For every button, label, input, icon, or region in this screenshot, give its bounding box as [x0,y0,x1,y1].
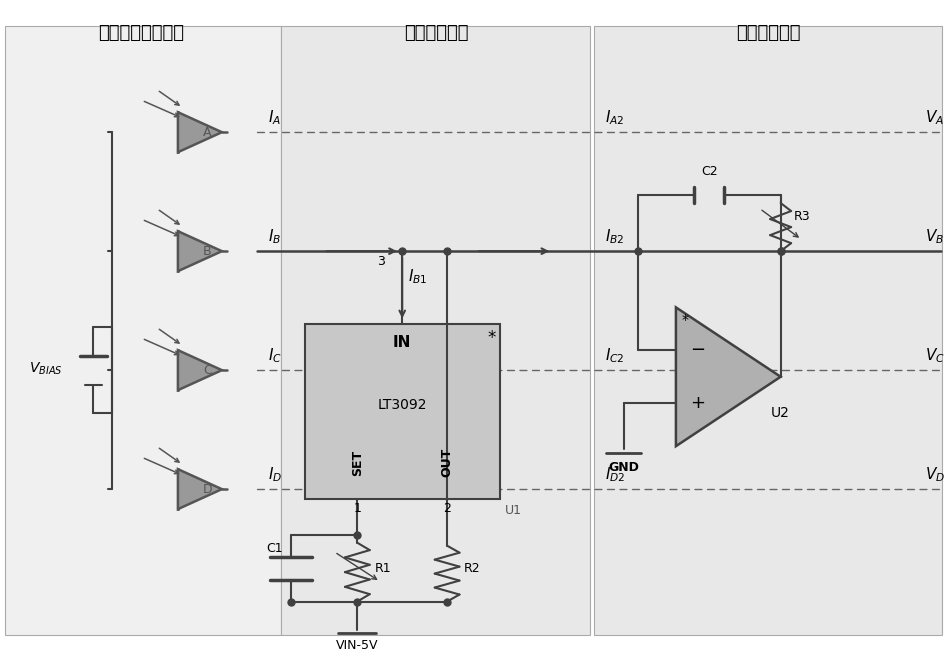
Text: +: + [690,394,705,412]
Text: $I_{D}$: $I_{D}$ [268,465,283,484]
Polygon shape [178,231,222,271]
Text: R1: R1 [374,562,391,575]
Text: *: * [682,313,688,327]
Text: $I_{A}$: $I_{A}$ [268,108,282,127]
Bar [594,26,942,635]
Text: *: * [487,329,496,347]
Text: 2: 2 [444,502,451,516]
Bar [305,324,500,499]
Text: VIN-5V: VIN-5V [336,639,379,652]
Polygon shape [676,307,781,446]
Bar [5,26,281,635]
Text: SET: SET [351,449,364,476]
Text: $I_{C2}$: $I_{C2}$ [605,346,625,365]
Text: A: A [204,126,211,139]
Text: U1: U1 [505,504,522,518]
Text: $V_{C}$: $V_{C}$ [925,346,945,365]
Text: IN: IN [393,335,411,350]
Text: $I_{B2}$: $I_{B2}$ [605,227,625,246]
Text: 四象限光电探测器: 四象限光电探测器 [98,24,184,42]
Text: D: D [203,483,212,496]
Text: B: B [203,245,212,258]
Text: R2: R2 [465,562,481,575]
Text: $I_{C}$: $I_{C}$ [268,346,283,365]
Text: OUT: OUT [441,448,453,477]
Polygon shape [178,469,222,509]
Text: 电流隔直模块: 电流隔直模块 [404,24,468,42]
Text: $I_{D2}$: $I_{D2}$ [605,465,625,484]
Text: GND: GND [608,461,639,474]
Text: $I_{B1}$: $I_{B1}$ [407,268,427,286]
Text: $V_{D}$: $V_{D}$ [925,465,945,484]
Text: C: C [203,364,212,377]
Text: 1: 1 [353,502,361,516]
Polygon shape [178,350,222,390]
Text: $V_{A}$: $V_{A}$ [925,108,944,127]
Polygon shape [178,112,222,152]
Text: $V_{BIAS}$: $V_{BIAS}$ [29,361,63,377]
Text: LT3092: LT3092 [378,398,426,412]
Text: R3: R3 [794,210,810,223]
Text: 3: 3 [377,255,385,268]
Bar [281,26,590,635]
Text: U2: U2 [771,406,790,420]
Text: C1: C1 [267,542,283,555]
Text: $V_{B}$: $V_{B}$ [925,227,944,246]
Text: C2: C2 [701,165,718,178]
Text: $I_{B}$: $I_{B}$ [268,227,282,246]
Text: $I_{A2}$: $I_{A2}$ [605,108,625,127]
Text: 跨阻放大模块: 跨阻放大模块 [736,24,801,42]
Text: −: − [690,341,705,360]
